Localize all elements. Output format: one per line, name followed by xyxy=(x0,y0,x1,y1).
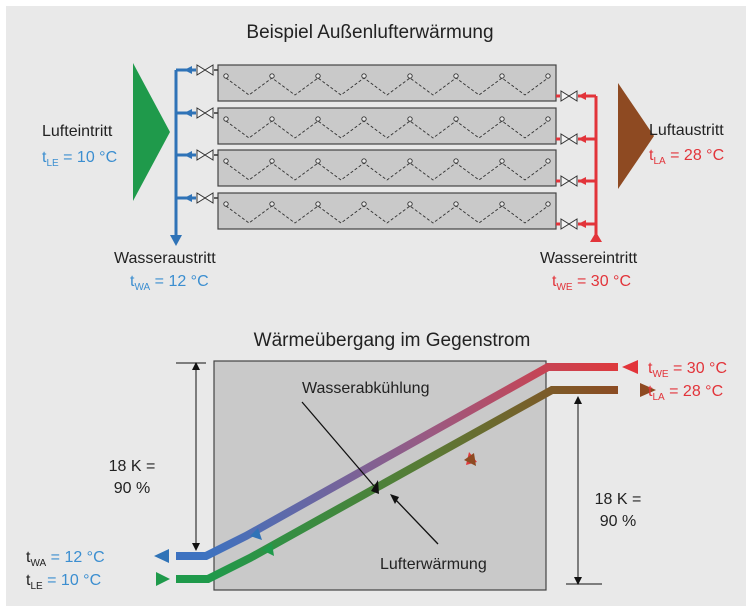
coil-fin-dot xyxy=(545,116,551,122)
diagram-canvas: Beispiel Außenlufterwärmung xyxy=(6,6,746,606)
air-outlet-label: Luftaustritt xyxy=(649,122,724,139)
water-outlet-temp: tWA = 12 °C xyxy=(130,273,209,293)
coil-fin-dot xyxy=(315,201,321,207)
coil-fin-dot xyxy=(545,73,551,79)
heat-exchanger-diagram: Beispiel Außenlufterwärmung xyxy=(26,22,727,592)
coil-fin-dot xyxy=(407,158,413,164)
water-inlet-temp: tWE = 30 °C xyxy=(552,273,631,293)
right-dimension xyxy=(566,397,602,585)
serpentine-row-4 xyxy=(225,205,549,224)
coil-fin-dot xyxy=(315,158,321,164)
valve-right-1 xyxy=(560,90,578,102)
serpentine-row-1 xyxy=(225,77,549,96)
water-inlet-arrow xyxy=(622,360,638,374)
air-outlet-arrow xyxy=(618,83,654,189)
valve-left-2 xyxy=(196,107,214,119)
coil-fin-dot xyxy=(407,73,413,79)
valve-right-2 xyxy=(560,133,578,145)
air-outlet-temp: tLA = 28 °C xyxy=(649,147,724,167)
valve-right-3 xyxy=(560,175,578,187)
water-flow-arrow-blue xyxy=(250,528,262,540)
left-dimension-arrow-top xyxy=(192,362,200,370)
coil-tubes xyxy=(217,64,557,230)
top-title: Beispiel Außenlufterwärmung xyxy=(246,22,493,43)
valve-left-1 xyxy=(196,64,214,76)
water-temperature-line xyxy=(176,363,618,560)
air-inlet-arrow xyxy=(133,63,170,201)
valves xyxy=(196,64,578,230)
left-dimension-arrow-bottom xyxy=(192,543,200,551)
coil-fin-dot xyxy=(223,116,229,122)
right-dimension-arrow-bottom xyxy=(574,577,582,585)
water-cooling-label: Wasserabkühlung xyxy=(302,380,429,397)
coil-fin-dot xyxy=(407,201,413,207)
left-dimension xyxy=(176,362,206,550)
coil-fin-dot xyxy=(499,158,505,164)
coil-serpentine xyxy=(223,73,551,224)
serpentine-row-2 xyxy=(225,120,549,139)
coil-tube-4 xyxy=(217,192,557,230)
air-inlet-temp: tLE = 10 °C xyxy=(42,149,117,169)
valve-left-3 xyxy=(196,149,214,161)
coil-fin-dot xyxy=(315,116,321,122)
air-inlet-label: Lufteintritt xyxy=(42,123,113,140)
bottom-title: Wärmeübergang im Gegenstrom xyxy=(254,330,531,351)
water-cooling-pointer xyxy=(301,401,379,494)
bottom-t-la: tLA = 28 °C xyxy=(648,383,723,403)
water-inlet-label: Wassereintritt xyxy=(540,250,638,267)
coil-fin-dot xyxy=(499,73,505,79)
coil-tube-1 xyxy=(217,64,557,102)
coil-fin-dot xyxy=(223,158,229,164)
water-inlet-pipe xyxy=(556,92,602,242)
serpentine-row-3 xyxy=(225,162,549,181)
water-outlet-arrow xyxy=(154,549,169,563)
coil-tube-2 xyxy=(217,107,557,145)
right-dimension-line1: 18 K = xyxy=(595,491,642,508)
bottom-t-we: tWE = 30 °C xyxy=(648,360,727,380)
coil-tube-3 xyxy=(217,149,557,187)
left-dimension-line2: 90 % xyxy=(114,480,150,497)
left-dimension-line1: 18 K = xyxy=(109,458,156,475)
air-inlet-arrow-bottom xyxy=(156,572,170,586)
coil-fin-dot xyxy=(223,73,229,79)
coil-fin-dot xyxy=(545,201,551,207)
bottom-t-wa: tWA = 12 °C xyxy=(26,549,105,569)
air-flow-arrow-brown xyxy=(464,453,476,466)
air-temperature-line xyxy=(176,386,618,583)
coil-fin-dot xyxy=(223,201,229,207)
coil-fin-dot xyxy=(315,73,321,79)
air-flow-arrow-green xyxy=(262,543,274,556)
water-outlet-pipe xyxy=(170,66,218,246)
coil-fin-dot xyxy=(499,201,505,207)
valve-right-4 xyxy=(560,218,578,230)
coil-fin-dot xyxy=(499,116,505,122)
bottom-t-le: tLE = 10 °C xyxy=(26,572,101,592)
right-dimension-line2: 90 % xyxy=(600,513,636,530)
water-outlet-label: Wasseraustritt xyxy=(114,250,216,267)
air-heating-label: Lufterwärmung xyxy=(380,556,487,573)
right-dimension-arrow-top xyxy=(574,396,582,404)
coil-fin-dot xyxy=(545,158,551,164)
valve-left-4 xyxy=(196,192,214,204)
air-outlet-arrow-bottom xyxy=(640,383,656,397)
air-heating-pointer xyxy=(390,494,439,545)
coil-fin-dot xyxy=(407,116,413,122)
